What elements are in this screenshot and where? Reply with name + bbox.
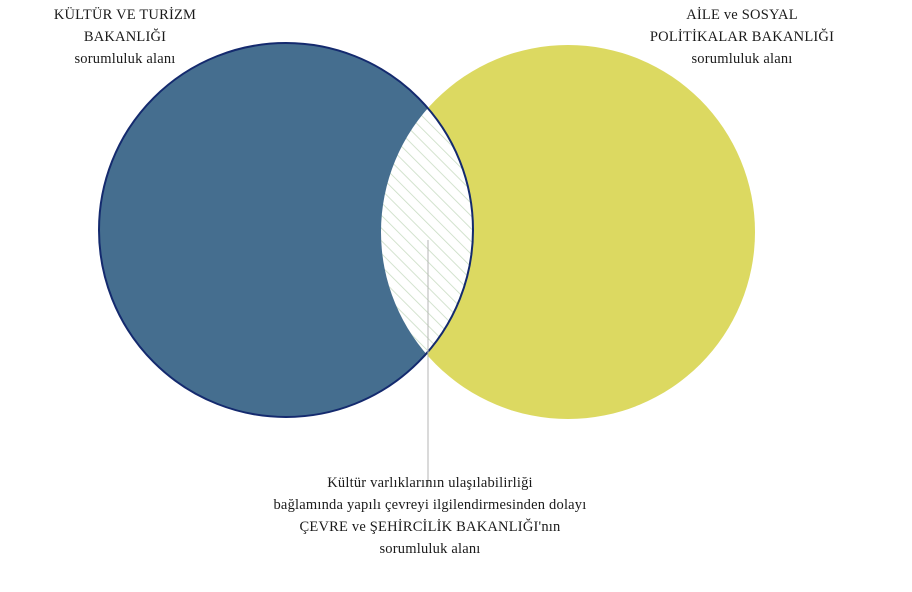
intersection-label-line: sorumluluk alanı: [379, 541, 481, 557]
intersection-label-line: ÇEVRE ve ŞEHİRCİLİK BAKANLIĞI'nın: [299, 519, 561, 535]
right-set-label: AİLE ve SOSYAL POLİTİKALAR BAKANLIĞI sor…: [622, 4, 862, 70]
right-set-circle: [381, 45, 755, 419]
right-set-label-line: sorumluluk alanı: [691, 51, 793, 67]
right-set-label-line: AİLE ve SOSYAL: [686, 7, 798, 23]
left-set-label-line: sorumluluk alanı: [74, 51, 176, 67]
left-set-outline: [98, 42, 474, 418]
left-set-label-line: KÜLTÜR VE TURİZM: [53, 7, 197, 23]
intersection-label-line: Kültür varlıklarının ulaşılabilirliği: [327, 475, 533, 491]
intersection-label: Kültür varlıklarının ulaşılabilirliği ba…: [220, 472, 640, 560]
left-set-circle: [99, 43, 473, 417]
left-set-label-line: BAKANLIĞI: [83, 29, 167, 45]
intersection-label-line: bağlamında yapılı çevreyi ilgilendirmesi…: [273, 497, 587, 513]
left-set-label: KÜLTÜR VE TURİZM BAKANLIĞI sorumluluk al…: [10, 4, 240, 70]
right-set-label-line: POLİTİKALAR BAKANLIĞI: [649, 29, 835, 45]
